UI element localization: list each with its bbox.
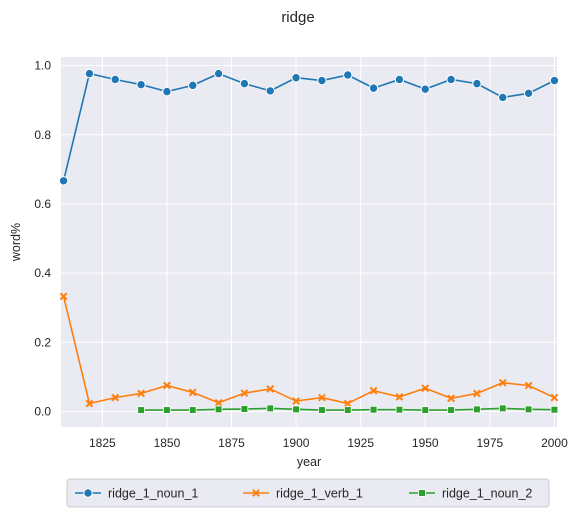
- plot-area: [61, 57, 557, 427]
- data-point: [525, 406, 532, 413]
- data-point: [448, 407, 455, 414]
- y-tick-label: 0.8: [34, 128, 51, 142]
- data-point: [293, 406, 300, 413]
- legend-marker: [84, 489, 92, 497]
- data-point: [189, 407, 196, 414]
- y-tick-label: 0.6: [34, 197, 51, 211]
- data-point: [138, 407, 145, 414]
- y-axis: 0.0 0.2 0.4 0.6 0.8 1.0: [34, 59, 51, 419]
- y-tick-label: 1.0: [34, 59, 51, 73]
- data-point: [266, 87, 274, 95]
- data-point: [474, 406, 481, 413]
- data-point: [422, 407, 429, 414]
- x-tick-label: 1950: [412, 436, 439, 450]
- y-tick-label: 0.2: [34, 335, 51, 349]
- data-point: [396, 406, 403, 413]
- data-point: [111, 75, 119, 83]
- x-tick-label: 1850: [154, 436, 181, 450]
- data-point: [319, 407, 326, 414]
- data-point: [499, 93, 507, 101]
- data-point: [395, 75, 403, 83]
- data-point: [137, 80, 145, 88]
- data-point: [447, 75, 455, 83]
- legend-label: ridge_1_verb_1: [276, 487, 363, 501]
- legend-label: ridge_1_noun_1: [108, 487, 198, 501]
- data-point: [240, 79, 248, 87]
- y-tick-label: 0.0: [34, 404, 51, 418]
- data-point: [421, 85, 429, 93]
- data-point: [292, 74, 300, 82]
- x-tick-label: 1925: [347, 436, 374, 450]
- data-point: [344, 71, 352, 79]
- legend-label: ridge_1_noun_2: [442, 487, 532, 501]
- y-tick-label: 0.4: [34, 266, 51, 280]
- x-axis: 1825 1850 1875 1900 1925 1950 1975 2000: [89, 436, 568, 450]
- x-tick-label: 2000: [541, 436, 568, 450]
- data-point: [473, 79, 481, 87]
- data-point: [551, 406, 558, 413]
- data-point: [241, 406, 248, 413]
- x-tick-label: 1825: [89, 436, 116, 450]
- data-point: [267, 405, 274, 412]
- x-tick-label: 1900: [283, 436, 310, 450]
- data-point: [318, 76, 326, 84]
- data-point: [189, 81, 197, 89]
- data-point: [499, 405, 506, 412]
- y-axis-label: word%: [9, 223, 23, 262]
- data-point: [215, 406, 222, 413]
- data-point: [59, 177, 67, 185]
- x-tick-label: 1975: [476, 436, 503, 450]
- data-point: [214, 69, 222, 77]
- x-axis-label: year: [297, 455, 321, 469]
- data-point: [370, 406, 377, 413]
- data-point: [85, 69, 93, 77]
- data-point: [369, 84, 377, 92]
- data-point: [164, 407, 171, 414]
- data-point: [524, 89, 532, 97]
- data-point: [550, 76, 558, 84]
- legend-marker: [419, 490, 426, 497]
- data-point: [344, 407, 351, 414]
- x-tick-label: 1875: [218, 436, 245, 450]
- data-point: [163, 87, 171, 95]
- chart-title: ridge: [281, 9, 314, 26]
- legend: ridge_1_noun_1 ridge_1_verb_1 ridge_1_noun…: [67, 479, 549, 507]
